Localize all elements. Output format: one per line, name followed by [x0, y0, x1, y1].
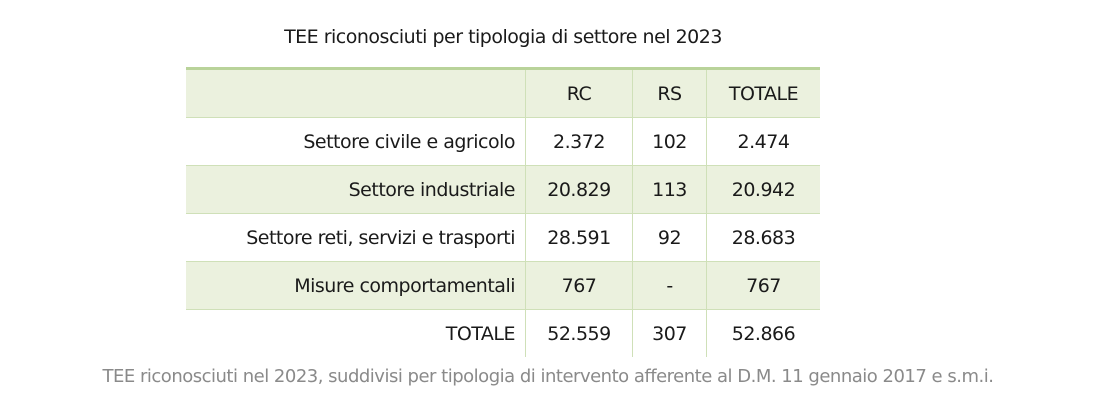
table-row: Settore reti, servizi e trasporti 28.591… [186, 213, 820, 262]
row-label: Misure comportamentali [186, 261, 526, 310]
header-cell-totale: TOTALE [706, 67, 820, 118]
cell-rc: 2.372 [525, 117, 633, 166]
header-cell [186, 67, 526, 118]
row-label: TOTALE [186, 309, 526, 357]
table-title: TEE riconosciuti per tipologia di settor… [284, 26, 722, 48]
cell-totale: 2.474 [706, 117, 820, 166]
header-row: RC RS TOTALE [186, 67, 820, 118]
header-cell-rs: RS [632, 67, 707, 118]
cell-rs: 92 [632, 213, 707, 262]
cell-rc: 767 [525, 261, 633, 310]
row-label: Settore civile e agricolo [186, 117, 526, 166]
table-row: Settore civile e agricolo 2.372 102 2.47… [186, 117, 820, 166]
cell-totale: 52.866 [731, 322, 796, 345]
cell-rs: 113 [632, 165, 707, 214]
table-row: Misure comportamentali 767 - 767 [186, 261, 820, 310]
cell-rs: - [632, 261, 707, 310]
cell-totale: 28.683 [706, 213, 820, 262]
cell-rc: 52.559 [525, 309, 633, 357]
cell-totale: 767 [706, 261, 820, 310]
header-cell-rc: RC [525, 67, 633, 118]
cell-rs: 102 [632, 117, 707, 166]
cell-rc: 28.591 [525, 213, 633, 262]
cell-rs: 307 [632, 309, 707, 357]
table-row: Settore industriale 20.829 113 20.942 [186, 165, 820, 214]
row-label: Settore industriale [186, 165, 526, 214]
row-label: Settore reti, servizi e trasporti [186, 213, 526, 262]
table-caption: TEE riconosciuti nel 2023, suddivisi per… [102, 366, 994, 387]
cell-totale: 20.942 [706, 165, 820, 214]
data-table: RC RS TOTALE Settore civile e agricolo 2… [186, 67, 820, 357]
total-row: TOTALE 52.559 307 52.866 [186, 309, 820, 357]
cell-rc: 20.829 [525, 165, 633, 214]
